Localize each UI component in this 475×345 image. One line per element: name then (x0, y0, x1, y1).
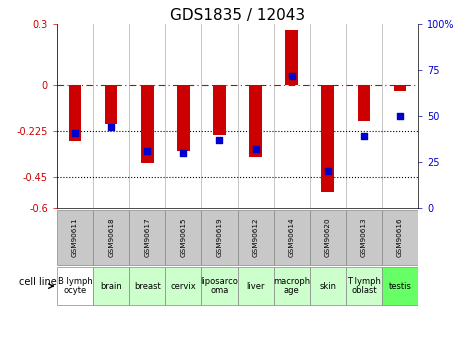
Text: GSM90614: GSM90614 (289, 218, 294, 257)
Bar (57, 267, 93, 305)
Bar (310, 210, 346, 265)
Bar (213, 86, 226, 136)
Point (107, 124, 115, 130)
Bar (69, 86, 81, 140)
Bar (285, 30, 298, 86)
Bar (346, 210, 382, 265)
Text: GSM90613: GSM90613 (361, 218, 367, 257)
Bar (346, 267, 382, 305)
Bar (105, 86, 117, 124)
Point (288, 73, 295, 78)
Bar (129, 267, 165, 305)
Point (180, 150, 187, 156)
Point (396, 113, 404, 119)
Bar (177, 86, 190, 151)
Bar (238, 210, 274, 265)
Text: T lymph
oblast: T lymph oblast (347, 277, 381, 295)
Text: GSM90612: GSM90612 (253, 218, 258, 257)
Bar (274, 210, 310, 265)
Text: GSM90618: GSM90618 (108, 218, 114, 257)
Point (324, 168, 332, 174)
Bar (57, 210, 93, 265)
Point (252, 146, 259, 152)
Text: skin: skin (319, 282, 336, 290)
Point (360, 134, 368, 139)
Text: brain: brain (100, 282, 122, 290)
Text: testis: testis (389, 282, 411, 290)
Bar (382, 267, 418, 305)
Bar (322, 86, 334, 191)
Point (71, 130, 79, 135)
Bar (165, 210, 201, 265)
Text: liposarco
oma: liposarco oma (200, 277, 238, 295)
Bar (141, 86, 153, 163)
Bar (249, 86, 262, 157)
Bar (358, 86, 370, 121)
Point (216, 137, 223, 143)
Bar (238, 267, 274, 305)
Text: GSM90617: GSM90617 (144, 218, 150, 257)
Title: GDS1835 / 12043: GDS1835 / 12043 (170, 8, 305, 23)
Text: cervix: cervix (171, 282, 196, 290)
Bar (274, 267, 310, 305)
Bar (201, 210, 238, 265)
Text: GSM90611: GSM90611 (72, 218, 78, 257)
Point (143, 148, 151, 154)
Bar (310, 267, 346, 305)
Bar (93, 267, 129, 305)
Text: GSM90620: GSM90620 (325, 218, 331, 257)
Bar (129, 210, 165, 265)
Text: macroph
age: macroph age (273, 277, 310, 295)
Text: breast: breast (134, 282, 161, 290)
Text: GSM90615: GSM90615 (180, 218, 186, 257)
Text: B lymph
ocyte: B lymph ocyte (57, 277, 93, 295)
Bar (201, 267, 238, 305)
Text: GSM90619: GSM90619 (217, 218, 222, 257)
Bar (382, 210, 418, 265)
Bar (394, 86, 406, 90)
Text: GSM90616: GSM90616 (397, 218, 403, 257)
Bar (93, 210, 129, 265)
Text: liver: liver (247, 282, 265, 290)
Text: cell line: cell line (19, 277, 56, 287)
Bar (165, 267, 201, 305)
